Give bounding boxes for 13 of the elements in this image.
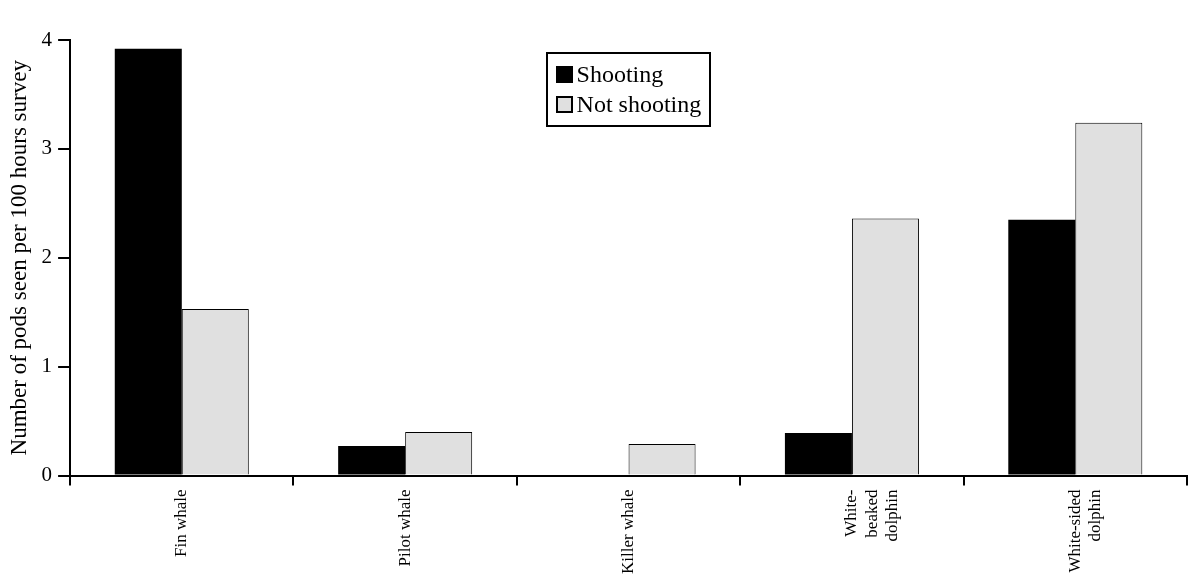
y-axis-title: Number of pods seen per 100 hours survey	[5, 59, 31, 456]
x-tick-label: Fin whale	[171, 489, 191, 558]
y-tick-label: 4	[41, 26, 53, 51]
x-tick-label: White-beaked dolphin	[841, 489, 902, 542]
x-tick-label: White-sided dolphin	[1064, 489, 1105, 573]
x-tick-label: Pilot whale	[394, 489, 414, 567]
y-tick-label: 3	[41, 135, 53, 160]
x-tick-label: Killer whale	[618, 489, 638, 575]
y-tick-label: 0	[41, 462, 53, 487]
legend-label: Shooting	[576, 61, 664, 88]
legend-label: Not shooting	[576, 91, 702, 118]
y-tick-label: 2	[41, 244, 53, 269]
y-tick-label: 1	[41, 353, 53, 378]
